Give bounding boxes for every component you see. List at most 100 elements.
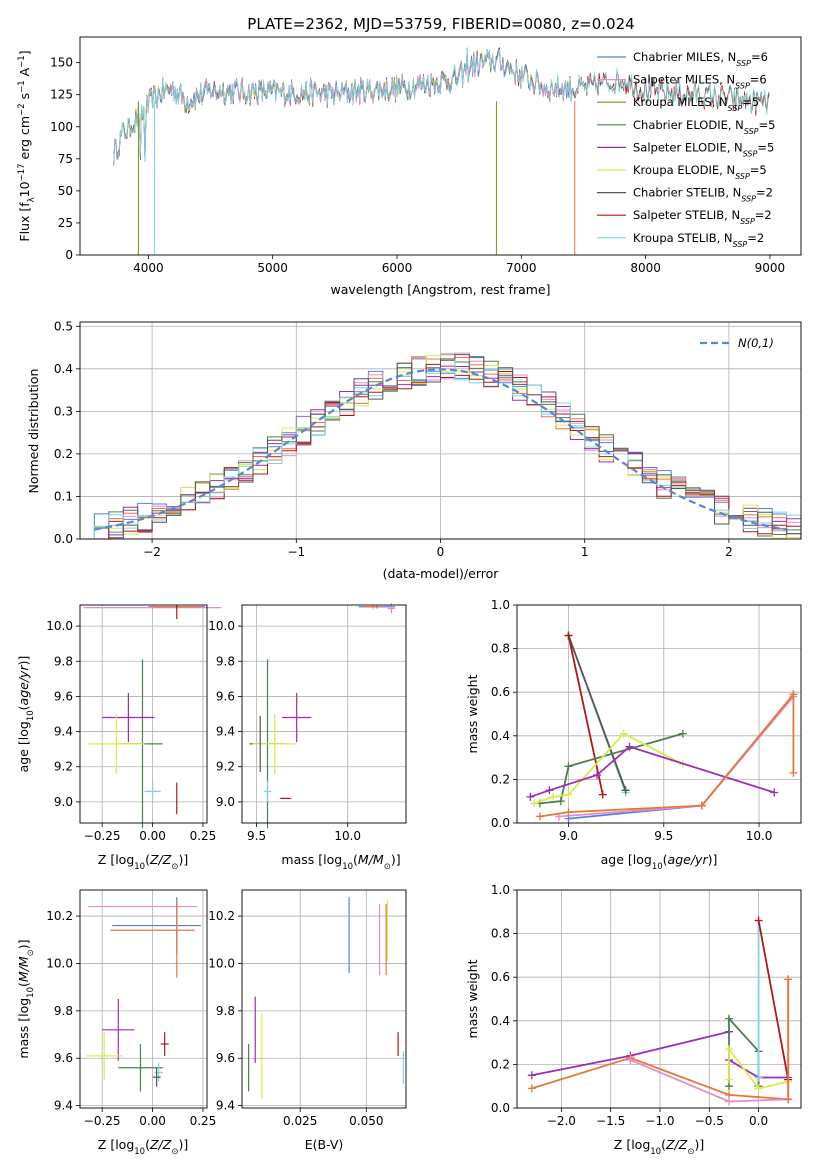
mass_vs_Z-points: [86, 897, 201, 1092]
histogram-chabrier-stelib: [80, 354, 802, 540]
legend-text: Chabrier MILES, N: [633, 50, 736, 64]
x-tick-label: 8000: [630, 261, 661, 275]
spectrum-lines: [113, 47, 770, 255]
label-part: Z [log: [98, 1137, 134, 1152]
label-part: )]: [178, 852, 188, 867]
label-part: Z [log: [614, 1137, 650, 1152]
x-tick-label: −1: [287, 545, 305, 559]
weight-marker: [625, 742, 634, 751]
weight-marker: [754, 1073, 763, 1082]
weight_vs_age-frame: [516, 604, 802, 824]
label-part: (: [145, 852, 150, 867]
label-part: Z [log: [98, 852, 134, 867]
x-tick-label: 9.0: [559, 829, 578, 843]
legend-text: =5: [750, 163, 767, 177]
label-part: )]: [16, 939, 31, 949]
label-part: −1: [17, 55, 27, 68]
weight-marker: [626, 1056, 635, 1065]
y-tick-label: 9.6: [216, 1051, 235, 1065]
y-axis-label: age [log10(age/yr)]: [16, 656, 36, 773]
y-tick-label: 75: [58, 152, 73, 166]
x-tick-label: 2: [725, 545, 733, 559]
label-part: erg cm: [17, 116, 32, 164]
label-part: −2: [17, 103, 27, 116]
y-tick-label: 150: [50, 56, 73, 70]
weight-marker: [678, 729, 687, 738]
x-axis-label: Z [log10(Z/Z⊙)]: [614, 1137, 704, 1157]
legend-text: Salpeter ELODIE, N: [633, 140, 743, 154]
legend-text: =6: [751, 50, 768, 64]
legend-label: Kroupa MILES, NSSP=5: [633, 95, 759, 113]
label-part: 10: [650, 1147, 661, 1157]
y-tick-label: 0.1: [54, 489, 73, 503]
label-part: Z/Z: [665, 1137, 688, 1152]
x-tick-label: 4000: [133, 261, 164, 275]
legend-label: Kroupa ELODIE, NSSP=5: [633, 163, 767, 181]
weight-line: [728, 1046, 789, 1090]
x-tick-label: 10.0: [334, 829, 361, 843]
x-axis-label: wavelength [Angstrom, rest frame]: [330, 282, 550, 297]
label-part: age/yr: [16, 665, 31, 706]
age_vs_mass-frame: [241, 604, 407, 824]
label-part: s: [17, 93, 32, 104]
weight-marker: [725, 1014, 734, 1023]
spectrum-kroupa-miles: [113, 49, 575, 166]
weight-marker: [789, 690, 798, 699]
weight_vs_age-axes: 9.0 9.5 10.0 0.0 0.2 0.4 0.6 0.8 1.0: [491, 598, 801, 843]
age_vs_Z-points: [84, 605, 222, 829]
y-axis-label: mass weight: [465, 959, 480, 1038]
figure-title: PLATE=2362, MJD=53759, FIBERID=0080, z=0…: [247, 15, 634, 33]
mass_vs_EBV-frame: [241, 889, 407, 1109]
y-tick-label: 9.4: [54, 1099, 73, 1113]
x-axis-label: E(B-V): [305, 1137, 344, 1152]
y-tick-label: 0: [65, 248, 73, 262]
weight-marker: [526, 792, 535, 801]
y-tick-label: 0.4: [491, 1014, 510, 1028]
weight-marker: [545, 786, 554, 795]
weight-marker: [784, 975, 793, 984]
label-part: 10: [26, 710, 36, 721]
spectrum-chabrier-miles: [113, 47, 575, 166]
weight_vs_Z-frame: [516, 889, 802, 1109]
y-tick-label: 9.4: [216, 1099, 235, 1113]
y-tick-label: 0.0: [491, 1101, 510, 1115]
x-tick-label: 0.25: [190, 1114, 217, 1128]
label-part: mass [log: [281, 852, 342, 867]
weight-marker: [770, 788, 779, 797]
x-tick-label: 0.00: [139, 1114, 166, 1128]
label-part: ⊙: [171, 1147, 178, 1157]
legend-sub: SSP: [743, 149, 758, 158]
legend-sub: SSP: [741, 194, 756, 203]
y-tick-label: 0.8: [491, 927, 510, 941]
legend-sub: SSP: [740, 217, 755, 226]
x-tick-label: −1.5: [596, 1114, 625, 1128]
x-tick-label: 0.00: [139, 829, 166, 843]
age_vs_Z-axes: −0.25 0.00 0.25 9.0 9.2 9.4 9.6 9.8 10.0: [46, 605, 216, 843]
x-axis-label: Z [log10(Z/Z⊙)]: [98, 1137, 188, 1157]
legend-text: Kroupa ELODIE, N: [633, 163, 735, 177]
y-tick-label: 0.3: [54, 404, 73, 418]
label-part: ⊙: [687, 1147, 694, 1157]
y-tick-label: 9.4: [216, 725, 235, 739]
label-part: λ: [27, 197, 37, 202]
weight-line: [757, 920, 790, 1080]
weight-marker: [619, 729, 628, 738]
label-part: 10: [652, 862, 663, 872]
mass_vs_EBV-axes: 0.025 0.050 9.4 9.6 9.8 10.0 10.2: [208, 890, 406, 1128]
label-part: ⊙: [171, 862, 178, 872]
y-tick-label: 0.4: [54, 362, 73, 376]
y-tick-label: 10.0: [46, 956, 73, 970]
spectrum-salpeter-elodie: [113, 47, 497, 166]
weight-marker: [527, 1084, 536, 1093]
x-tick-label: −1.0: [645, 1114, 674, 1128]
y-tick-label: 10.2: [46, 909, 73, 923]
x-tick-label: −0.25: [84, 1114, 121, 1128]
label-part: age [log: [601, 852, 652, 867]
weight-marker: [593, 771, 602, 780]
x-tick-label: 10.0: [746, 829, 773, 843]
y-tick-label: 25: [58, 216, 73, 230]
x-axis-label: mass [log10(M/M⊙)]: [281, 852, 400, 872]
y-tick-label: 0.2: [54, 447, 73, 461]
legend-text: =2: [747, 231, 764, 245]
y-tick-label: 9.8: [216, 1004, 235, 1018]
